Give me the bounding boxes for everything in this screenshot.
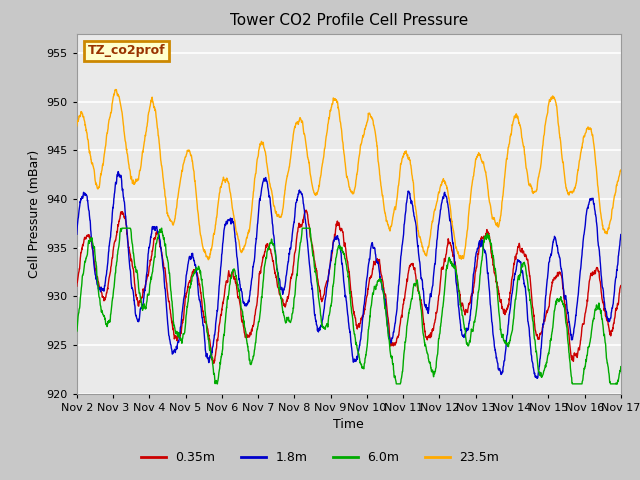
Y-axis label: Cell Pressure (mBar): Cell Pressure (mBar): [28, 149, 41, 278]
Title: Tower CO2 Profile Cell Pressure: Tower CO2 Profile Cell Pressure: [230, 13, 468, 28]
Text: TZ_co2prof: TZ_co2prof: [88, 44, 165, 58]
Legend: 0.35m, 1.8m, 6.0m, 23.5m: 0.35m, 1.8m, 6.0m, 23.5m: [136, 446, 504, 469]
X-axis label: Time: Time: [333, 418, 364, 431]
